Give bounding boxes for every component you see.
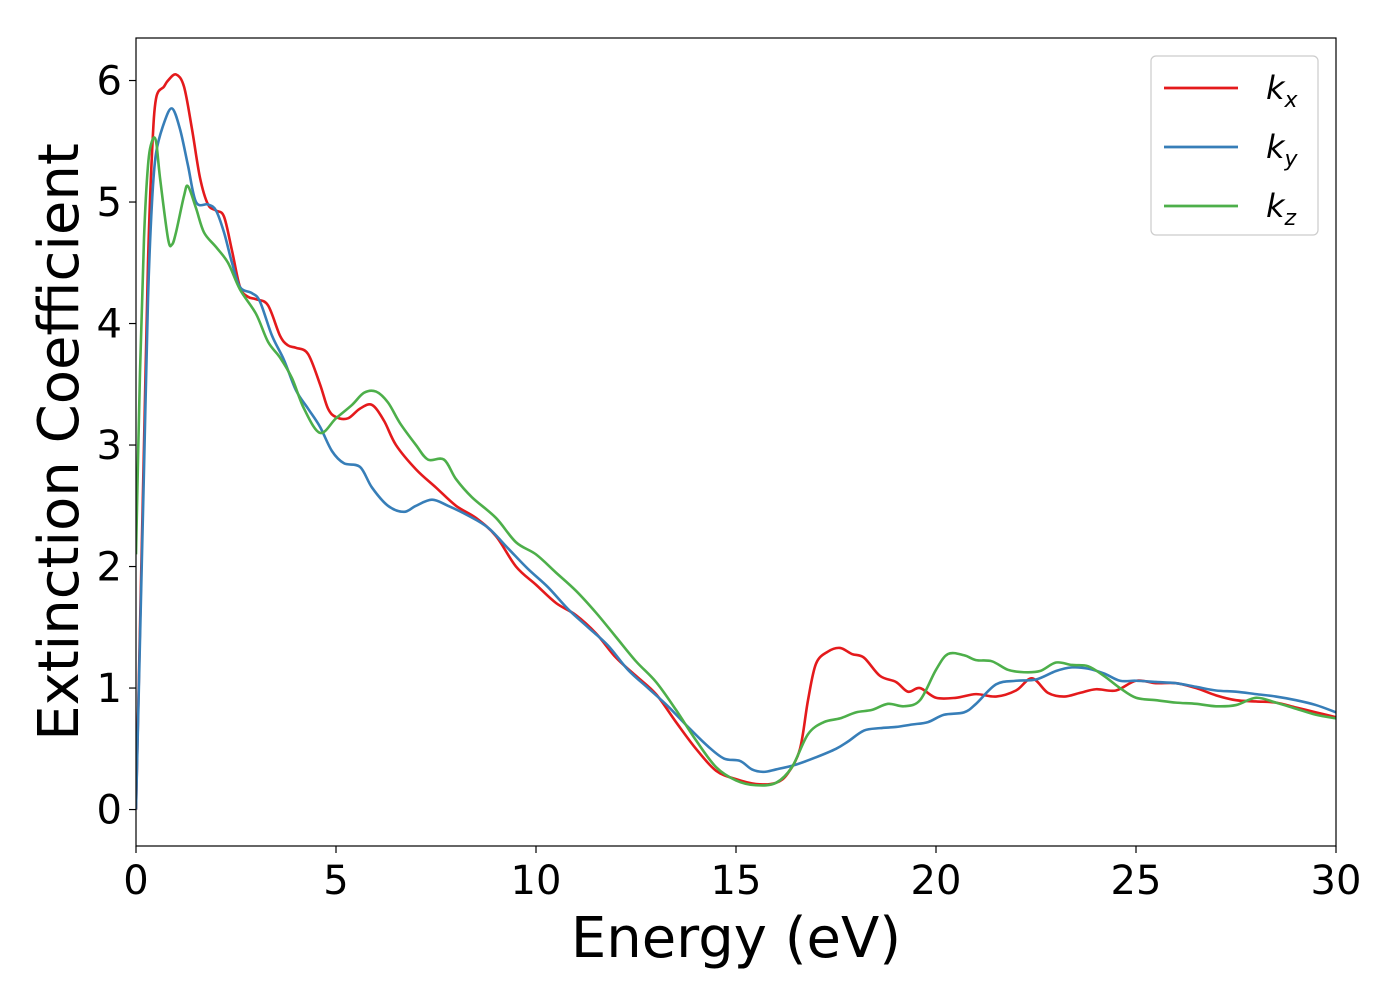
- x-axis-title: Energy (eV): [571, 906, 901, 971]
- y-tick-label: 4: [97, 302, 122, 348]
- y-axis-ticks: 0 1 2 3 4 5 6: [97, 59, 136, 834]
- x-tick-label: 0: [123, 858, 148, 904]
- legend: kx ky kz: [1150, 55, 1319, 236]
- x-tick-label: 10: [511, 858, 562, 904]
- x-tick-label: 20: [911, 858, 962, 904]
- x-tick-label: 30: [1311, 858, 1362, 904]
- x-tick-label: 25: [1111, 858, 1162, 904]
- legend-label-kx: kx: [1266, 69, 1299, 113]
- plot-lines: [136, 73, 1336, 810]
- y-tick-label: 6: [97, 59, 122, 105]
- series-line-kz: [136, 136, 1336, 787]
- y-tick-label: 5: [97, 180, 122, 226]
- y-tick-label: 3: [97, 423, 122, 469]
- y-tick-label: 0: [97, 788, 122, 834]
- series-line-ky: [136, 107, 1336, 810]
- legend-label-kz: kz: [1266, 187, 1297, 231]
- x-axis-ticks: 0 5 10 15 20 25 30: [123, 846, 1361, 904]
- y-tick-label: 1: [97, 666, 122, 712]
- y-axis-title: Extinction Coefficient: [27, 143, 92, 741]
- legend-box: [1150, 55, 1319, 236]
- legend-label-ky: ky: [1266, 128, 1299, 172]
- y-tick-label: 2: [97, 545, 122, 591]
- x-tick-label: 15: [711, 858, 762, 904]
- x-tick-label: 5: [323, 858, 348, 904]
